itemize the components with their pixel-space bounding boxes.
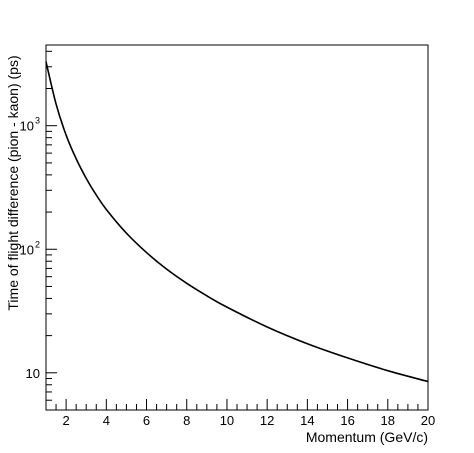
y-tick-label: 10 bbox=[20, 242, 34, 257]
y-tick-label: 10 bbox=[20, 119, 34, 134]
x-tick-label: 12 bbox=[260, 413, 274, 428]
series-line bbox=[45, 61, 429, 383]
x-tick-label: 14 bbox=[300, 413, 314, 428]
x-tick-label: 10 bbox=[220, 413, 234, 428]
y-tick-label: 10 bbox=[26, 366, 40, 381]
y-tick-exponent: 3 bbox=[35, 116, 40, 126]
plot-frame bbox=[45, 44, 429, 411]
y-tick-exponent: 2 bbox=[35, 239, 40, 249]
x-tick-label: 16 bbox=[340, 413, 354, 428]
y-axis-title: Time of flight difference (pion - kaon) … bbox=[5, 55, 21, 310]
x-tick-label: 8 bbox=[183, 413, 190, 428]
x-tick-label: 2 bbox=[62, 413, 69, 428]
x-axis-title: Momentum (GeV/c) bbox=[306, 429, 428, 445]
x-tick-label: 4 bbox=[103, 413, 110, 428]
x-axis-ticks: 2 4 6 8 10 12 14 16 18 20 bbox=[45, 399, 435, 428]
x-tick-label: 6 bbox=[143, 413, 150, 428]
x-tick-label: 18 bbox=[381, 413, 395, 428]
x-tick-label: 20 bbox=[421, 413, 435, 428]
